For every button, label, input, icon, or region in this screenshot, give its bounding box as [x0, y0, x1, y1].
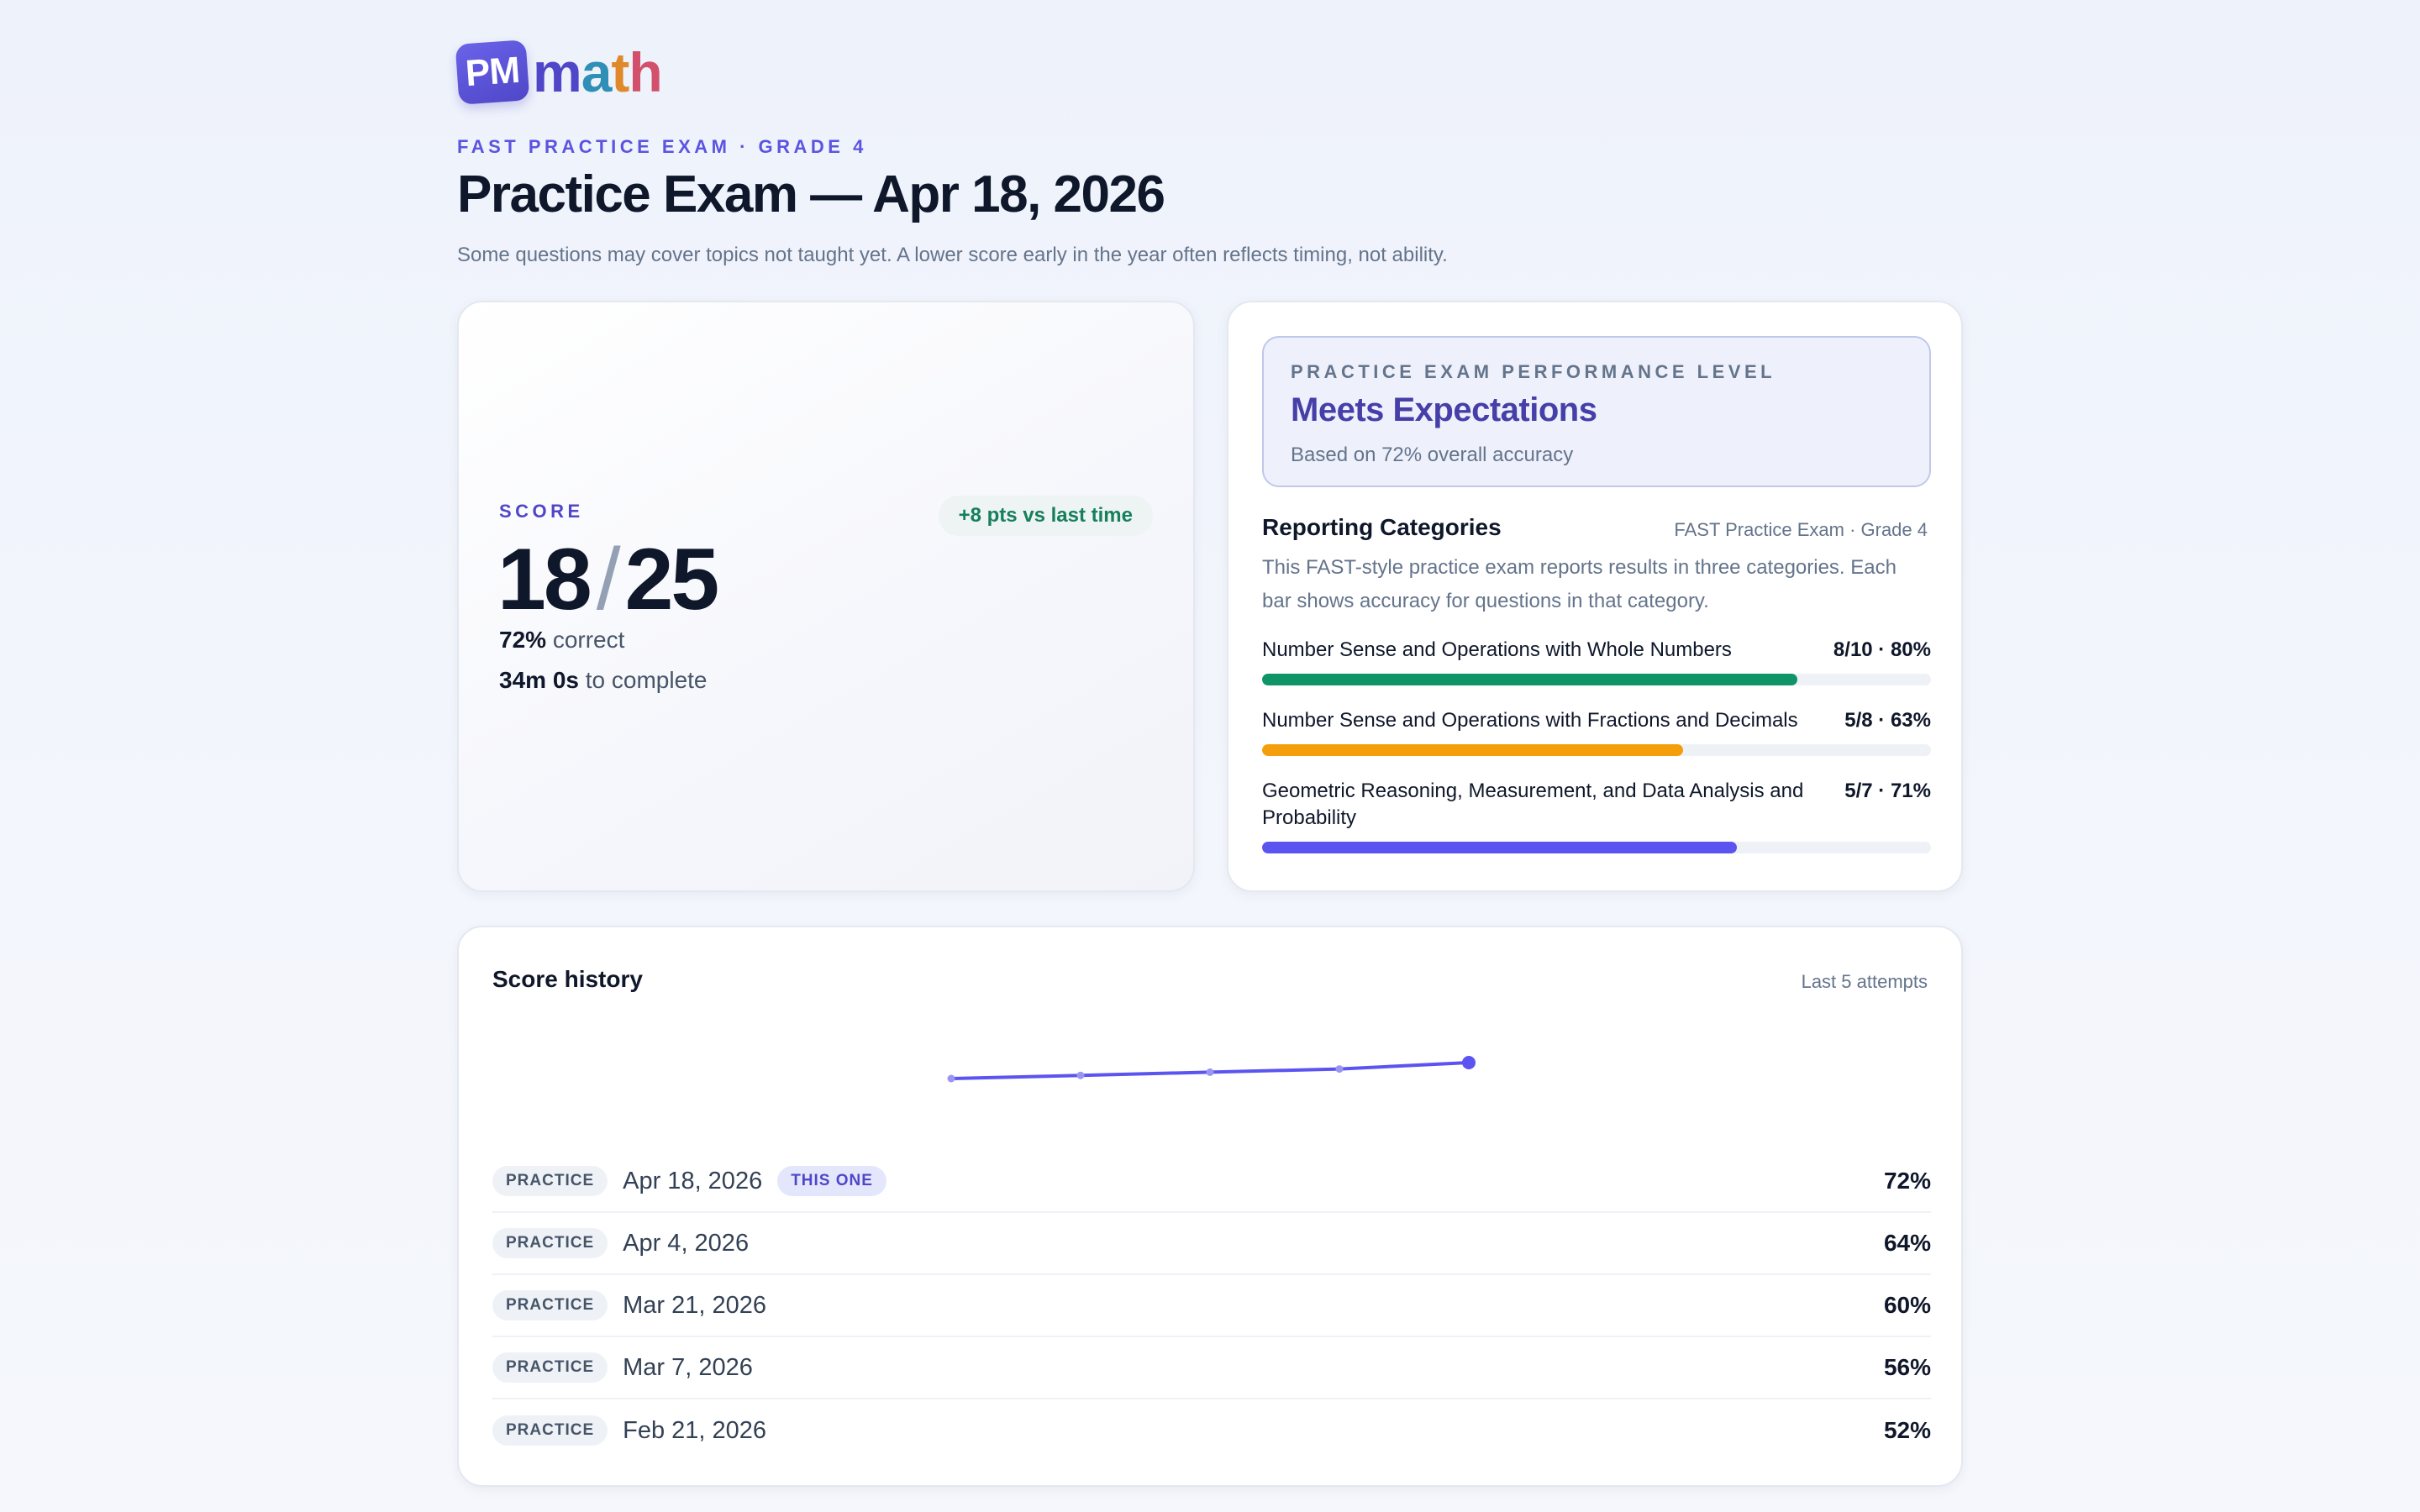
sparkline-point[interactable] [1076, 1071, 1085, 1079]
score-slash: / [596, 531, 621, 628]
performance-level-basis: Based on 72% overall accuracy [1291, 444, 1574, 466]
category-bar-fill [1262, 674, 1797, 685]
attempt-date: Apr 18, 2026 [623, 1167, 763, 1194]
attempt-date: Mar 21, 2026 [623, 1291, 767, 1319]
score-total: 25 [624, 531, 720, 628]
history-row[interactable]: PRACTICE Mar 7, 2026 56% [492, 1337, 1931, 1399]
score-history-range: Last 5 attempts [1801, 971, 1928, 992]
sparkline-point[interactable] [1335, 1065, 1344, 1074]
history-row[interactable]: PRACTICE Mar 21, 2026 60% [492, 1275, 1931, 1337]
history-row[interactable]: PRACTICE Apr 18, 2026 THIS ONE 72% [492, 1151, 1931, 1213]
attempt-type-badge: PRACTICE [492, 1228, 608, 1258]
reporting-categories-title: Reporting Categories [1262, 514, 1502, 540]
history-row[interactable]: PRACTICE Feb 21, 2026 52% [492, 1399, 1931, 1462]
score-history-card: Score history Last 5 attempts PRACTICE A… [457, 926, 1963, 1487]
logo-letter-t: t [611, 41, 629, 103]
category-item: Geometric Reasoning, Measurement, and Da… [1262, 778, 1931, 853]
score-percent-suffix: correct [552, 627, 625, 653]
score-time-suffix: to complete [585, 667, 708, 693]
score-card: SCORE +8 pts vs last time 18/25 72% corr… [457, 301, 1195, 892]
sparkline-point[interactable] [1206, 1068, 1214, 1076]
attempt-score: 56% [1883, 1354, 1931, 1380]
category-bar-track [1262, 674, 1931, 685]
logo-wordmark: math [533, 45, 663, 100]
score-percent-value: 72% [499, 627, 547, 653]
performance-level-label: PRACTICE EXAM PERFORMANCE LEVEL [1291, 361, 1776, 382]
logo-badge: PM [455, 39, 530, 105]
performance-level-box: PRACTICE EXAM PERFORMANCE LEVEL Meets Ex… [1262, 336, 1931, 487]
category-bar-track [1262, 842, 1931, 853]
logo-letter-a: a [581, 41, 613, 103]
score-history-list: PRACTICE Apr 18, 2026 THIS ONE 72% PRACT… [492, 1151, 1931, 1462]
attempt-type-badge: PRACTICE [492, 1352, 608, 1383]
score-percent: 72% correct [499, 627, 624, 654]
score-history-title: Score history [492, 966, 643, 992]
exam-eyebrow: FAST PRACTICE EXAM · GRADE 4 [457, 136, 867, 157]
attempt-score: 72% [1883, 1168, 1931, 1194]
attempt-date: Mar 7, 2026 [623, 1353, 753, 1381]
category-bar-fill [1262, 744, 1684, 756]
category-name: Number Sense and Operations with Whole N… [1262, 638, 1732, 661]
sparkline-point[interactable] [947, 1074, 955, 1083]
score-label: SCORE [499, 501, 584, 522]
category-bar-track [1262, 744, 1931, 756]
attempt-date: Feb 21, 2026 [623, 1416, 767, 1444]
timing-note: Some questions may cover topics not taug… [457, 244, 1448, 266]
attempt-type-badge: PRACTICE [492, 1166, 608, 1196]
category-item: Number Sense and Operations with Fractio… [1262, 707, 1931, 756]
score-history-sparkline [947, 1056, 1476, 1083]
history-row[interactable]: PRACTICE Apr 4, 2026 64% [492, 1213, 1931, 1275]
category-name: Number Sense and Operations with Fractio… [1262, 709, 1798, 732]
attempt-score: 64% [1883, 1230, 1931, 1256]
logo-letter-h: h [629, 41, 662, 103]
current-attempt-badge: THIS ONE [777, 1166, 886, 1196]
performance-level-name: Meets Expectations [1291, 391, 1597, 428]
reporting-categories-context: FAST Practice Exam · Grade 4 [1674, 519, 1928, 540]
category-stat: 5/8 · 63% [1844, 709, 1931, 732]
attempt-score: 52% [1883, 1417, 1931, 1443]
category-item: Number Sense and Operations with Whole N… [1262, 637, 1931, 685]
score-delta-badge: +8 pts vs last time [938, 496, 1153, 536]
reporting-categories-description: This FAST-style practice exam reports re… [1262, 556, 1897, 612]
page-title: Practice Exam — Apr 18, 2026 [457, 165, 1165, 223]
category-stat: 8/10 · 80% [1833, 638, 1931, 661]
score-time: 34m 0s to complete [499, 667, 708, 694]
score-value: 18/25 [497, 528, 720, 633]
attempt-type-badge: PRACTICE [492, 1415, 608, 1446]
pm-math-logo[interactable]: PM math [455, 39, 663, 105]
category-name: Geometric Reasoning, Measurement, and Da… [1262, 780, 1804, 829]
category-bar-fill [1262, 842, 1738, 853]
category-stat: 5/7 · 71% [1844, 780, 1931, 802]
score-time-value: 34m 0s [499, 667, 579, 693]
attempt-date: Apr 4, 2026 [623, 1229, 750, 1257]
attempt-score: 60% [1883, 1292, 1931, 1318]
score-correct: 18 [497, 531, 592, 628]
performance-card: PRACTICE EXAM PERFORMANCE LEVEL Meets Ex… [1227, 301, 1963, 892]
sparkline-point[interactable] [1462, 1056, 1476, 1069]
logo-letter-m: m [533, 41, 582, 103]
attempt-type-badge: PRACTICE [492, 1290, 608, 1320]
